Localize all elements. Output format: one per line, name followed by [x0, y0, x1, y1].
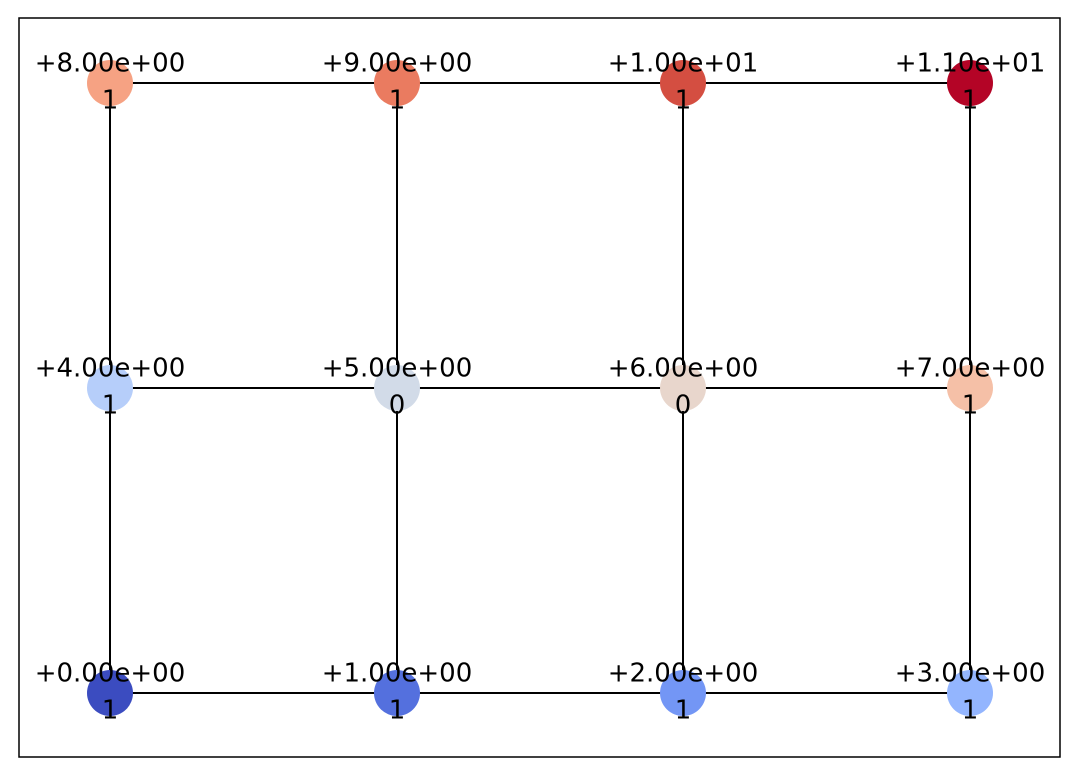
node [947, 60, 993, 106]
node-sublabel: 1 [102, 696, 119, 726]
node-sublabel: 0 [389, 391, 406, 421]
node-label: +9.00e+00 [322, 49, 473, 79]
node [374, 670, 420, 716]
node-label: +3.00e+00 [895, 659, 1046, 689]
node [660, 365, 706, 411]
node [87, 365, 133, 411]
node-sublabel: 1 [962, 86, 979, 116]
node-sublabel: 1 [962, 391, 979, 421]
node-label: +7.00e+00 [895, 354, 1046, 384]
node-label: +1.00e+00 [322, 659, 473, 689]
node [660, 670, 706, 716]
node [374, 60, 420, 106]
node-sublabel: 1 [675, 86, 692, 116]
node-sublabel: 0 [675, 391, 692, 421]
node-sublabel: 1 [962, 696, 979, 726]
node [87, 60, 133, 106]
node [947, 670, 993, 716]
node-label: +4.00e+00 [35, 354, 186, 384]
frame [18, 17, 1061, 758]
node-sublabel: 1 [389, 86, 406, 116]
node-sublabel: 1 [675, 696, 692, 726]
node-sublabel: 1 [102, 391, 119, 421]
node-label: +1.10e+01 [895, 49, 1046, 79]
node-label: +1.00e+01 [608, 49, 759, 79]
node-label: +8.00e+00 [35, 49, 186, 79]
node-label: +2.00e+00 [608, 659, 759, 689]
node-label: +6.00e+00 [608, 354, 759, 384]
node [374, 365, 420, 411]
node-sublabel: 1 [389, 696, 406, 726]
node-label: +0.00e+00 [35, 659, 186, 689]
node [87, 670, 133, 716]
node [947, 365, 993, 411]
node-sublabel: 1 [102, 86, 119, 116]
node [660, 60, 706, 106]
node-label: +5.00e+00 [322, 354, 473, 384]
